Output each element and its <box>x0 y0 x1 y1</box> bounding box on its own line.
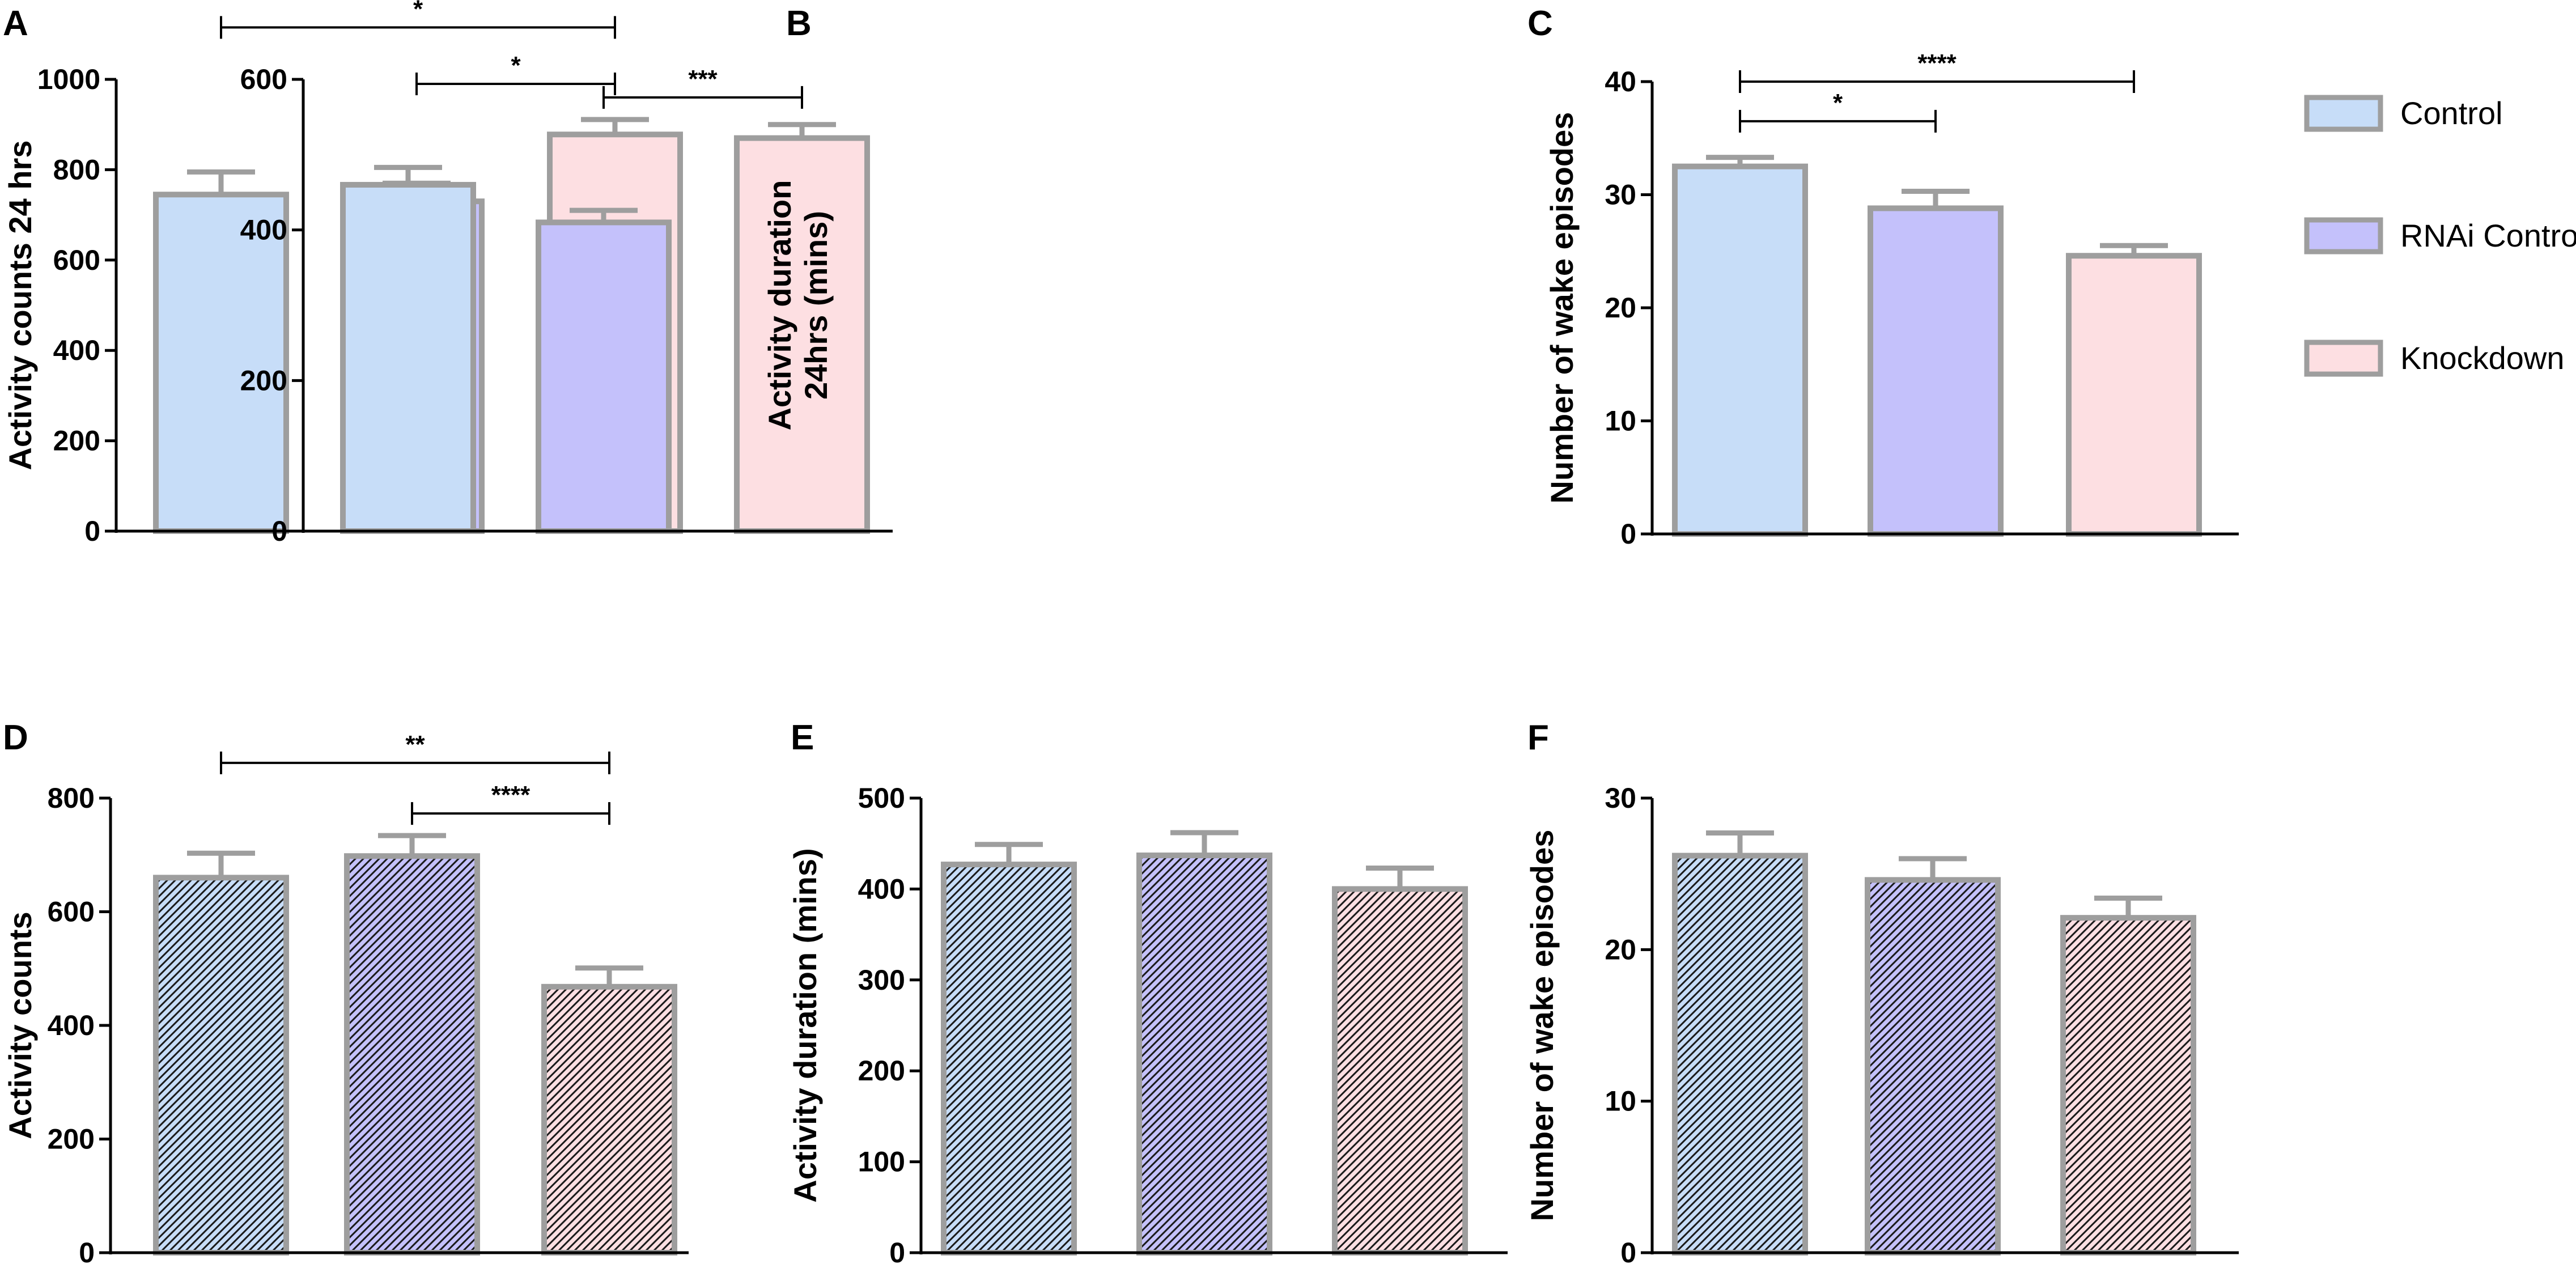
legend-swatch-control <box>2304 95 2383 132</box>
y-axis-label: Activity duration <box>762 180 797 431</box>
y-tick-label: 400 <box>858 873 905 905</box>
legend-swatch-rnai-control <box>2304 217 2383 255</box>
y-tick-label: 600 <box>48 896 95 928</box>
bar-control <box>1672 163 1808 537</box>
panel-letter: E <box>791 718 814 757</box>
y-tick-label: 1000 <box>37 63 100 95</box>
bar-knockdown <box>541 983 677 1256</box>
y-tick-label: 10 <box>1605 405 1636 437</box>
panel-letter: C <box>1527 4 1553 43</box>
bar-rnai-control <box>1865 877 2001 1256</box>
bar-knockdown <box>2066 253 2202 537</box>
y-tick-label: 400 <box>53 334 100 366</box>
y-tick-label: 0 <box>84 515 100 547</box>
chart-panel-f: F 0 10 20 30 Number of wake episodes <box>1524 718 2239 1268</box>
legend-swatch-knockdown <box>2304 340 2383 377</box>
y-tick-label: 600 <box>53 244 100 276</box>
y-axis-label: Activity counts <box>2 911 38 1139</box>
bar-control <box>153 192 289 534</box>
y-tick-label: 200 <box>48 1123 95 1155</box>
bar-control <box>340 181 476 534</box>
y-axis-label: Number of wake episodes <box>1544 112 1580 504</box>
y-tick-label: 300 <box>858 964 905 996</box>
y-tick-label: 10 <box>1605 1085 1636 1117</box>
y-tick-label: 20 <box>1605 292 1636 324</box>
bar-control <box>1672 853 1808 1256</box>
y-tick-label: 200 <box>858 1055 905 1087</box>
y-tick-label: 100 <box>858 1146 905 1178</box>
y-tick-label: 400 <box>48 1010 95 1041</box>
y-tick-label: 200 <box>53 425 100 457</box>
y-tick-label: 0 <box>889 1237 905 1268</box>
y-axis-label: Activity counts 24 hrs <box>2 141 38 470</box>
panel-letter: F <box>1527 718 1549 757</box>
bar-rnai-control <box>1136 853 1272 1256</box>
significance-bracket <box>1739 109 1937 133</box>
significance-label: **** <box>1917 49 1957 77</box>
bar-rnai-control <box>344 853 480 1256</box>
bar-knockdown <box>2060 915 2196 1256</box>
legend-label-knockdown: Knockdown <box>2400 340 2565 376</box>
significance-label: * <box>413 0 423 23</box>
y-tick-label: 30 <box>1605 179 1636 211</box>
y-tick-label: 200 <box>240 364 287 396</box>
bar-control <box>941 862 1077 1256</box>
bar-knockdown <box>734 135 870 535</box>
significance-label: * <box>1833 89 1843 117</box>
significance-bracket <box>220 16 616 39</box>
significance-bracket <box>602 86 803 109</box>
y-tick-label: 600 <box>240 63 287 95</box>
bar-rnai-control <box>1868 205 2004 537</box>
chart-panel-e: E 0 100 200 300 400 500 Activity duration (mins… <box>787 718 1508 1268</box>
bar-rnai-control <box>536 219 672 534</box>
chart-panel-b: B 0 200 400 600 Activity duration 24hrs (mins)… <box>240 4 893 547</box>
y-tick-label: 400 <box>240 214 287 246</box>
bar-knockdown <box>1332 886 1468 1256</box>
legend: Control RNAi Control Knockdown <box>2304 95 2576 377</box>
significance-bracket <box>1739 70 2135 93</box>
panel-letter: A <box>3 4 28 43</box>
significance-label: **** <box>491 781 531 809</box>
significance-label: * <box>511 52 521 79</box>
y-axis-label: Activity duration (mins) <box>787 848 823 1202</box>
bar-control <box>153 875 289 1256</box>
y-tick-label: 0 <box>1620 1237 1636 1268</box>
y-axis-label: 24hrs (mins) <box>798 211 834 400</box>
y-tick-label: 800 <box>48 782 95 814</box>
y-tick-label: 0 <box>1620 518 1636 550</box>
legend-label-control: Control <box>2400 95 2503 131</box>
y-tick-label: 30 <box>1605 782 1636 814</box>
significance-bracket <box>411 802 610 825</box>
y-tick-label: 0 <box>79 1237 95 1268</box>
significance-bracket <box>220 751 610 774</box>
significance-bracket <box>415 72 616 95</box>
y-tick-label: 800 <box>53 154 100 185</box>
y-axis-label: Number of wake episodes <box>1524 830 1560 1222</box>
y-tick-label: 40 <box>1605 66 1636 97</box>
y-tick-label: 20 <box>1605 934 1636 965</box>
legend-label-rnai-control: RNAi Control <box>2400 218 2576 253</box>
panel-letter: D <box>3 718 28 757</box>
significance-label: ** <box>405 731 425 758</box>
panel-letter: B <box>786 4 812 43</box>
y-tick-label: 0 <box>271 515 287 547</box>
significance-label: *** <box>688 65 718 93</box>
y-tick-label: 500 <box>858 782 905 814</box>
